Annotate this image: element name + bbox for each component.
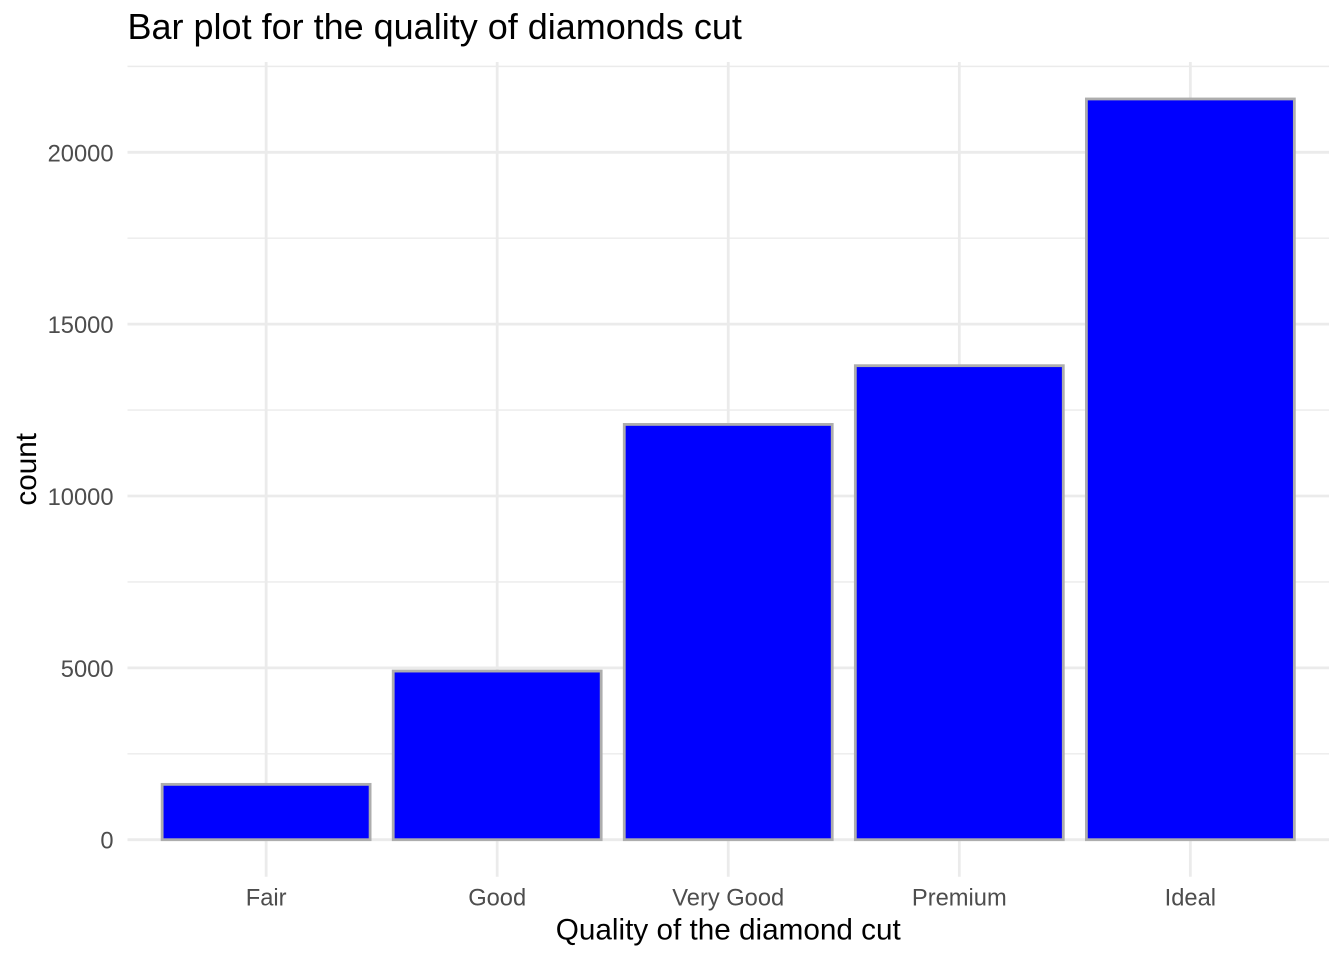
svg-text:Fair: Fair: [246, 886, 287, 912]
svg-text:Bar plot for the quality of di: Bar plot for the quality of diamonds cut: [128, 6, 742, 47]
svg-text:Ideal: Ideal: [1165, 886, 1216, 912]
svg-text:20000: 20000: [48, 141, 114, 167]
svg-text:0: 0: [100, 829, 113, 855]
svg-text:Very Good: Very Good: [672, 886, 784, 912]
svg-text:15000: 15000: [48, 313, 114, 339]
svg-text:Good: Good: [468, 886, 526, 912]
svg-text:count: count: [10, 432, 43, 505]
svg-text:10000: 10000: [48, 485, 114, 511]
svg-text:Premium: Premium: [912, 886, 1007, 912]
svg-text:Quality of the diamond cut: Quality of the diamond cut: [556, 914, 902, 947]
svg-text:5000: 5000: [61, 657, 114, 683]
